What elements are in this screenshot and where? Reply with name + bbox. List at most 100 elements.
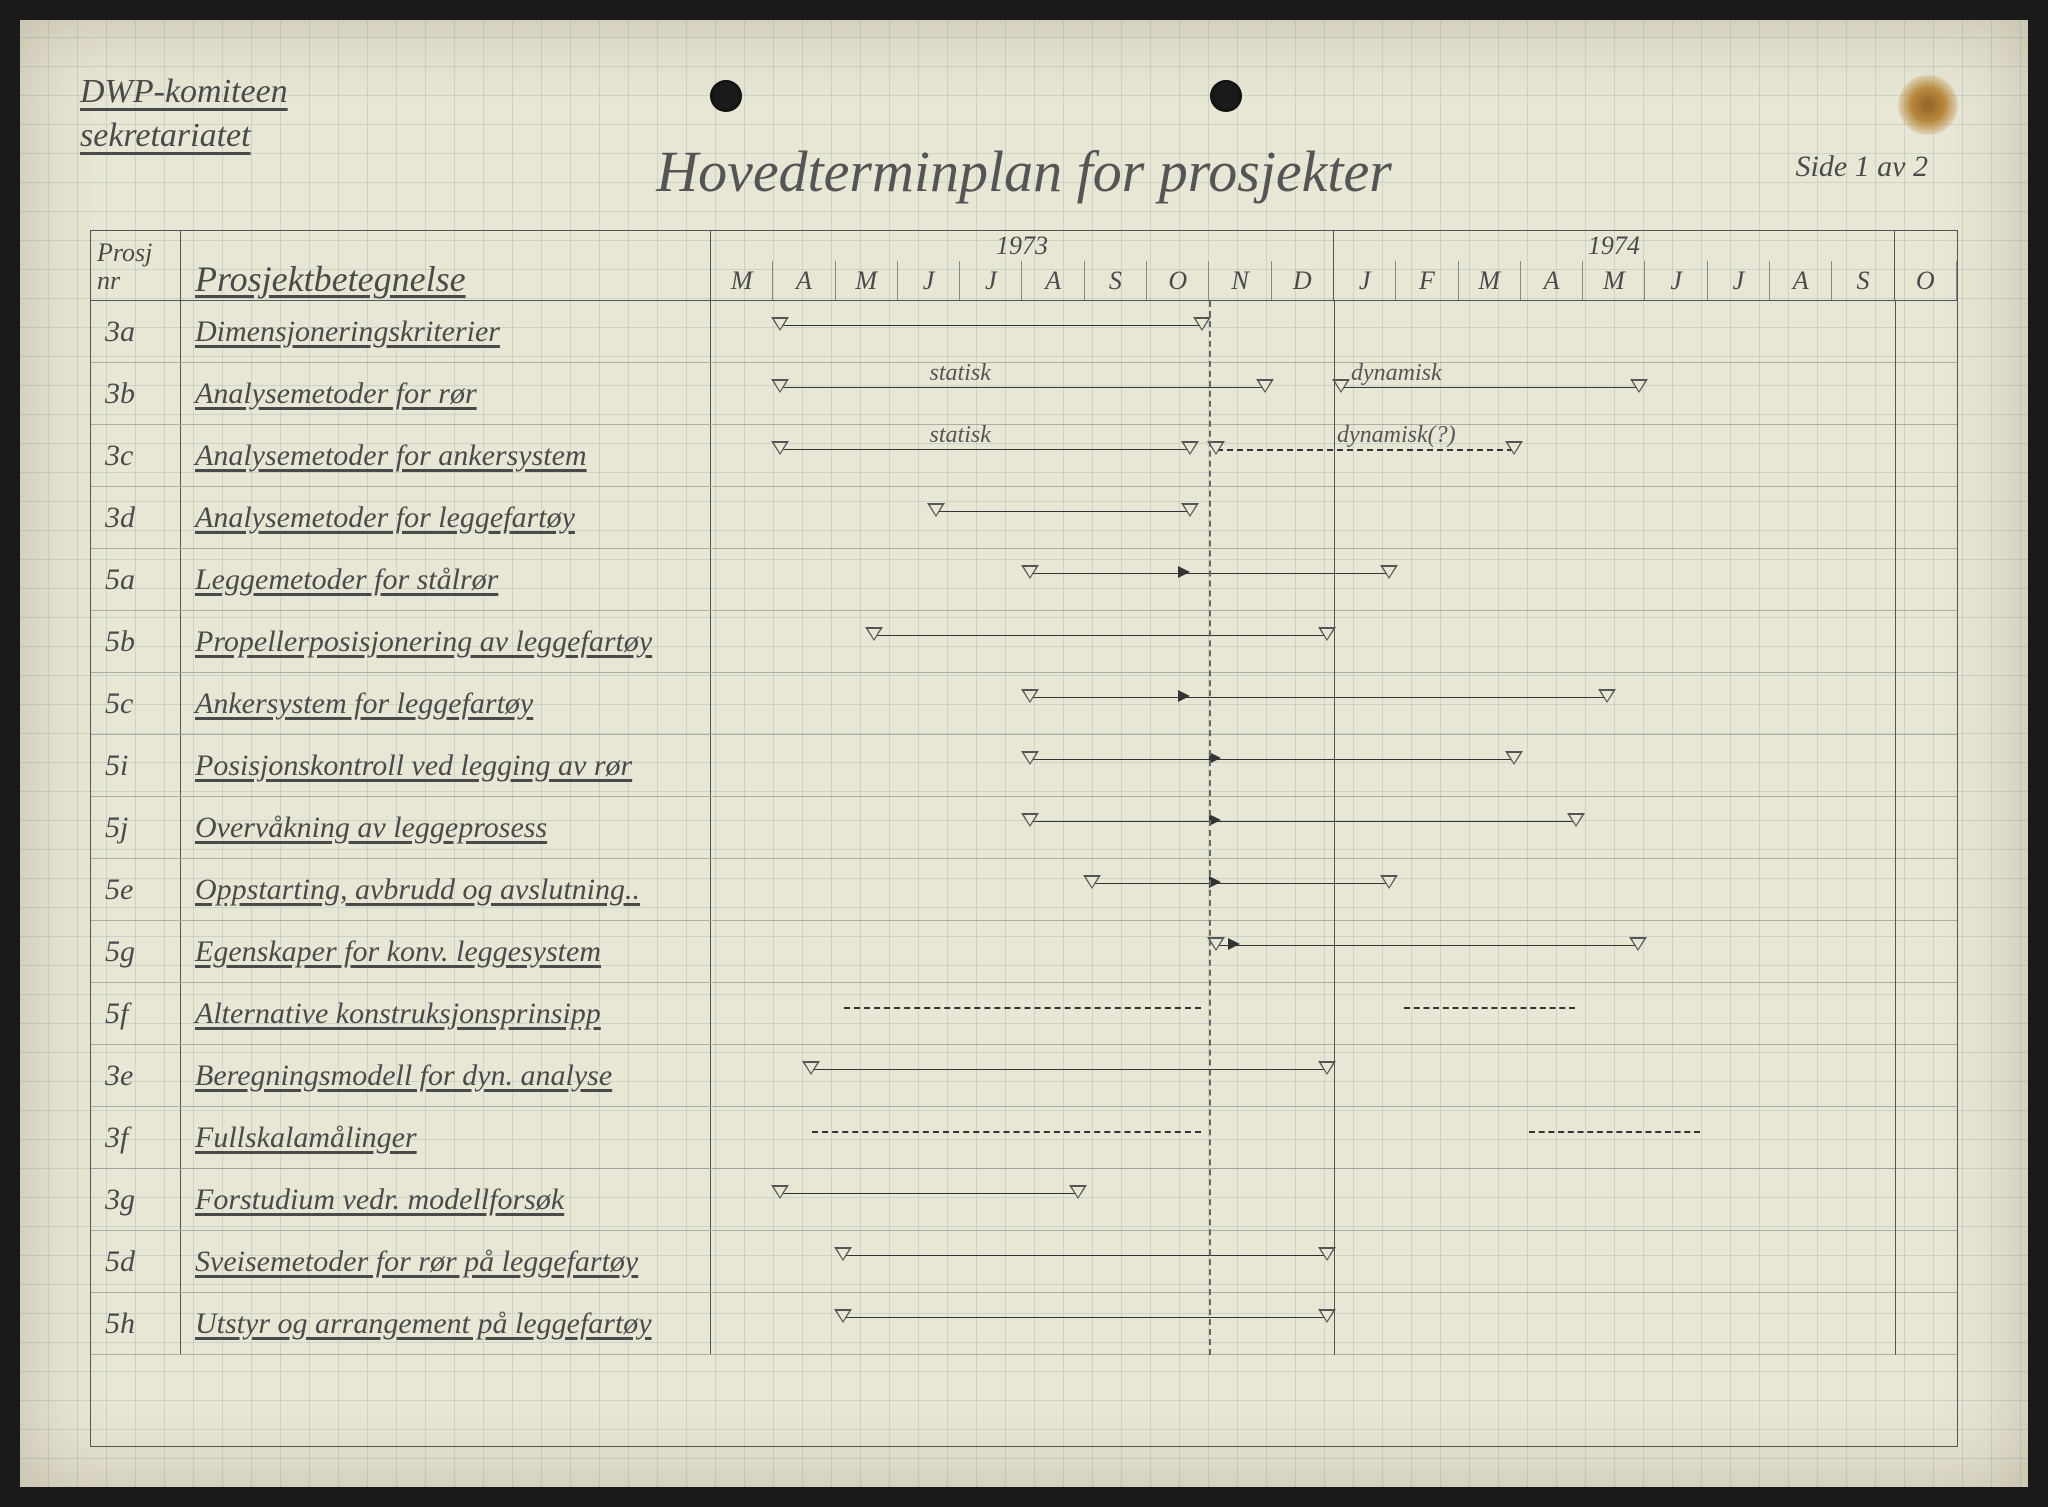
bar-label: statisk <box>930 360 991 387</box>
month-label: J <box>1708 261 1770 300</box>
gantt-bar <box>836 1314 1334 1334</box>
table-row: 3cAnalysemetoder for ankersystemstatiskd… <box>91 425 1957 487</box>
month-label: S <box>1085 261 1147 300</box>
gantt-bar <box>1209 942 1645 962</box>
month-label: M <box>711 261 773 300</box>
project-name: Fullskalamålinger <box>181 1107 711 1168</box>
table-row: 3bAnalysemetoder for rør statisk dynamisk <box>91 363 1957 425</box>
month-label: A <box>773 261 835 300</box>
punch-hole <box>1210 80 1242 112</box>
project-name: Leggemetoder for stålrør <box>181 549 711 610</box>
project-name: Dimensjoneringskriterier <box>181 301 711 362</box>
table-row: 5hUtstyr og arrangement på leggefartøy <box>91 1293 1957 1355</box>
month-label: A <box>1022 261 1084 300</box>
month-label: N <box>1209 261 1271 300</box>
month-label: S <box>1832 261 1894 300</box>
month-label: M <box>1459 261 1521 300</box>
col-header-name: Prosjektbetegnelse <box>181 231 711 300</box>
project-name: Ankersystem for leggefartøy <box>181 673 711 734</box>
table-row: 3dAnalysemetoder for leggefartøy <box>91 487 1957 549</box>
project-name: Forstudium vedr. modellforsøk <box>181 1169 711 1230</box>
progress-line <box>1209 301 1211 1355</box>
table-row: 5iPosisjonskontroll ved legging av rør <box>91 735 1957 797</box>
gantt-bar <box>1023 756 1521 776</box>
table-row: 5jOvervåkning av leggeprosess <box>91 797 1957 859</box>
bar-label: statisk <box>930 422 991 449</box>
project-name: Posisjonskontroll ved legging av rør <box>181 735 711 796</box>
project-nr: 5d <box>91 1231 181 1292</box>
project-name: Analysemetoder for leggefartøy <box>181 487 711 548</box>
project-nr: 3f <box>91 1107 181 1168</box>
gantt-bar <box>836 1252 1334 1272</box>
month-label: J <box>960 261 1022 300</box>
table-body: 3aDimensjoneringskriterier3bAnalysemetod… <box>91 301 1957 1355</box>
month-label: M <box>1583 261 1645 300</box>
project-name: Beregningsmodell for dyn. analyse <box>181 1045 711 1106</box>
project-nr: 3g <box>91 1169 181 1230</box>
project-name: Alternative konstruksjonsprinsipp <box>181 983 711 1044</box>
project-nr: 5e <box>91 859 181 920</box>
table-row: 3aDimensjoneringskriterier <box>91 301 1957 363</box>
gantt-bar: dynamisk <box>1334 384 1646 404</box>
table-header: Prosj nr Prosjektbetegnelse 1973 1974 MA… <box>91 231 1957 301</box>
month-label: O <box>1895 261 1957 300</box>
months-row: MAMJJASONDJFMAMJJASO <box>711 261 1957 300</box>
project-name: Analysemetoder for rør <box>181 363 711 424</box>
coffee-stain <box>1898 75 1958 135</box>
timeline-header: 1973 1974 MAMJJASONDJFMAMJJASO <box>711 231 1957 300</box>
project-nr: 5f <box>91 983 181 1044</box>
gantt-bar <box>836 1004 1210 1024</box>
project-nr: 5b <box>91 611 181 672</box>
gantt-bar <box>773 322 1209 342</box>
table-row: 5cAnkersystem for leggefartøy <box>91 673 1957 735</box>
project-nr: 5i <box>91 735 181 796</box>
project-name: Propellerposisjonering av leggefartøy <box>181 611 711 672</box>
project-nr: 5j <box>91 797 181 858</box>
gantt-bar <box>1023 818 1584 838</box>
col-header-nr: Prosj nr <box>91 231 181 300</box>
project-nr: 3d <box>91 487 181 548</box>
table-row: 3fFullskalamålinger <box>91 1107 1957 1169</box>
table-row: 5bPropellerposisjonering av leggefartøy <box>91 611 1957 673</box>
page: DWP-komiteen sekretariatet Hovedterminpl… <box>20 20 2028 1487</box>
project-nr: 5h <box>91 1293 181 1354</box>
table-row: 5eOppstarting, avbrudd og avslutning.. <box>91 859 1957 921</box>
gantt-bar: dynamisk(?) <box>1209 446 1521 466</box>
month-label: O <box>1147 261 1209 300</box>
gantt-table: Prosj nr Prosjektbetegnelse 1973 1974 MA… <box>90 230 1958 1447</box>
table-row: 5gEgenskaper for konv. leggesystem <box>91 921 1957 983</box>
project-name: Oppstarting, avbrudd og avslutning.. <box>181 859 711 920</box>
gantt-bar <box>1396 1004 1583 1024</box>
project-name: Analysemetoder for ankersystem <box>181 425 711 486</box>
project-nr: 5a <box>91 549 181 610</box>
month-label: J <box>1334 261 1396 300</box>
table-row: 5dSveisemetoder for rør på leggefartøy <box>91 1231 1957 1293</box>
gantt-bar: statisk <box>773 446 1197 466</box>
project-nr: 3a <box>91 301 181 362</box>
month-label: M <box>836 261 898 300</box>
month-label: J <box>1645 261 1707 300</box>
gantt-bar <box>1521 1128 1708 1148</box>
year-label: 1974 <box>1334 231 1895 261</box>
gantt-bar <box>1085 880 1397 900</box>
project-nr: 5c <box>91 673 181 734</box>
project-nr: 3b <box>91 363 181 424</box>
org-line-1: DWP-komiteen <box>80 70 1968 114</box>
gantt-bar <box>1023 694 1615 714</box>
project-name: Egenskaper for konv. leggesystem <box>181 921 711 982</box>
table-row: 3gForstudium vedr. modellforsøk <box>91 1169 1957 1231</box>
year-label: 1973 <box>711 231 1334 261</box>
table-row: 5aLeggemetoder for stålrør <box>91 549 1957 611</box>
page-number: Side 1 av 2 <box>1796 150 1928 184</box>
punch-hole <box>710 80 742 112</box>
month-label: F <box>1396 261 1458 300</box>
year-divider <box>1895 301 1896 1355</box>
table-row: 3eBeregningsmodell for dyn. analyse <box>91 1045 1957 1107</box>
month-label: A <box>1521 261 1583 300</box>
bar-label: dynamisk <box>1351 360 1442 387</box>
project-name: Sveisemetoder for rør på leggefartøy <box>181 1231 711 1292</box>
project-nr: 5g <box>91 921 181 982</box>
gantt-bar: statisk <box>773 384 1271 404</box>
page-title: Hovedterminplan for prosjekter <box>80 138 1968 205</box>
year-divider <box>1334 301 1335 1355</box>
